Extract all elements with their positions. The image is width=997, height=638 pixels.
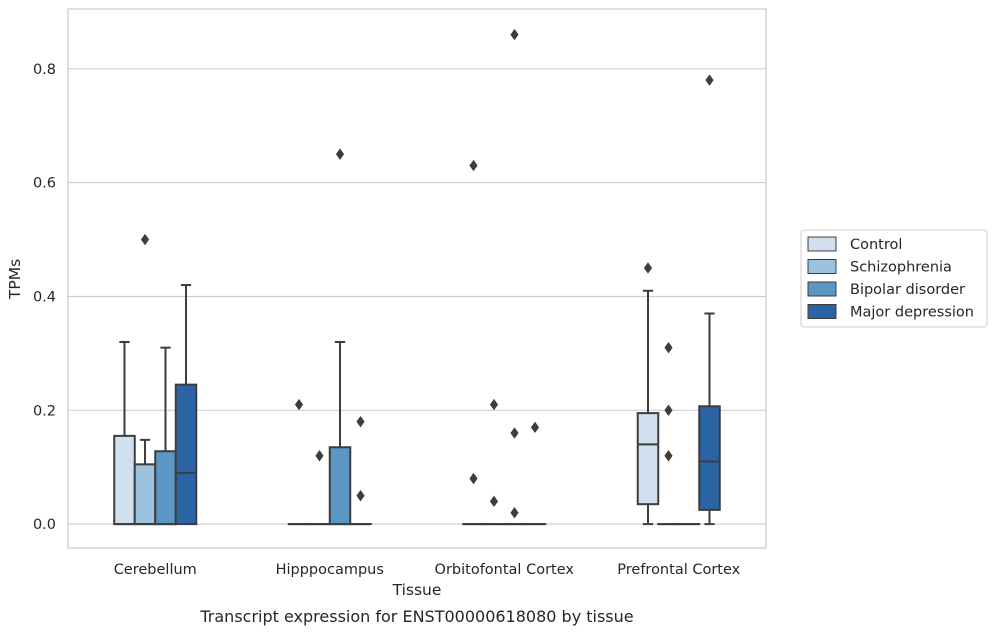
- legend-label: Schizophrenia: [850, 260, 952, 276]
- outlier-point: [470, 474, 477, 484]
- legend-label: Major depression: [850, 305, 974, 321]
- x-tick-label: Orbitofontal Cortex: [435, 562, 575, 578]
- legend-swatch: [808, 237, 836, 251]
- box-group: [504, 30, 525, 524]
- box-group: [309, 451, 330, 524]
- box-group: [155, 348, 176, 524]
- outlier-point: [336, 149, 343, 159]
- chart-caption: Transcript expression for ENST0000061808…: [199, 607, 633, 626]
- box-group: [463, 161, 484, 525]
- y-tick-label: 0.8: [33, 62, 56, 78]
- x-tick-label: Hipppocampus: [276, 562, 384, 578]
- box-group: [638, 263, 659, 524]
- box-rect: [135, 464, 156, 524]
- box-rect: [699, 406, 720, 510]
- y-tick-label: 0.0: [33, 517, 56, 533]
- legend-swatch: [808, 305, 836, 319]
- box-group: [658, 343, 679, 524]
- box-rect: [155, 451, 176, 524]
- legend: Control Schizophrenia Bipolar disorder Majo…: [801, 230, 987, 327]
- box-group: [330, 149, 351, 524]
- box-group: [114, 342, 135, 524]
- y-tick-label: 0.2: [33, 403, 56, 419]
- outlier-point: [511, 30, 518, 40]
- box-group: [176, 285, 197, 524]
- outlier-point: [141, 235, 148, 245]
- box-group: [525, 422, 546, 524]
- box-group: [350, 417, 371, 524]
- x-axis-label: Tissue: [392, 581, 442, 599]
- box-group: [699, 75, 720, 524]
- x-tick-labels: Cerebellum Hipppocampus Orbitofontal Corte…: [114, 562, 741, 578]
- outlier-point: [531, 422, 538, 432]
- outlier-point: [490, 400, 497, 410]
- box-group: [289, 400, 310, 525]
- box-rect: [330, 447, 351, 524]
- box-rect: [638, 413, 659, 504]
- outlier-point: [665, 405, 672, 415]
- outlier-point: [665, 343, 672, 353]
- legend-swatch: [808, 282, 836, 296]
- outlier-point: [490, 496, 497, 506]
- outlier-point: [470, 161, 477, 171]
- x-tick-label: Cerebellum: [114, 562, 197, 578]
- boxes-layer: [114, 30, 720, 524]
- y-tick-labels: 0.0 0.2 0.4 0.6 0.8: [33, 62, 56, 533]
- box-rect: [176, 385, 197, 524]
- y-tick-label: 0.4: [33, 289, 56, 305]
- outlier-point: [644, 263, 651, 273]
- box-rect: [114, 436, 135, 524]
- legend-label: Bipolar disorder: [850, 282, 965, 298]
- outlier-point: [665, 451, 672, 461]
- box-group: [484, 400, 505, 525]
- outlier-point: [357, 417, 364, 427]
- legend-label: Control: [850, 237, 902, 253]
- box-group: [135, 235, 156, 525]
- outlier-point: [706, 75, 713, 85]
- x-tick-label: Prefrontal Cortex: [617, 562, 740, 578]
- y-tick-label: 0.6: [33, 176, 56, 192]
- y-axis-label: TPMs: [6, 259, 24, 300]
- outlier-point: [316, 451, 323, 461]
- outlier-point: [357, 491, 364, 501]
- outlier-point: [511, 428, 518, 438]
- outlier-point: [511, 508, 518, 518]
- outlier-point: [295, 400, 302, 410]
- legend-swatch: [808, 260, 836, 274]
